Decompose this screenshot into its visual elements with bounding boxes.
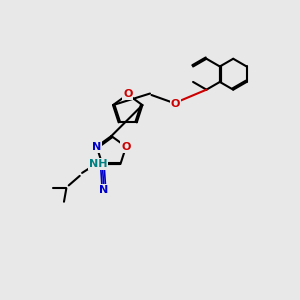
Text: O: O xyxy=(122,142,131,152)
Text: O: O xyxy=(123,89,132,99)
Text: NH: NH xyxy=(89,159,107,169)
Text: N: N xyxy=(99,185,108,195)
Text: O: O xyxy=(171,99,180,109)
Text: N: N xyxy=(92,142,101,152)
